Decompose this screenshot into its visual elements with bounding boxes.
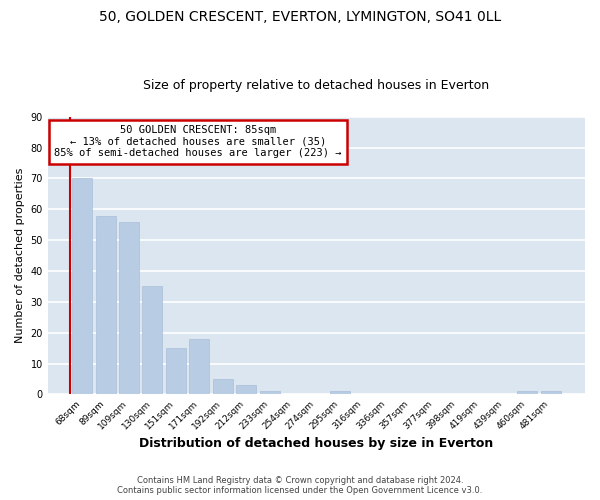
Bar	[166, 348, 186, 395]
Bar	[72, 178, 92, 394]
Text: Contains HM Land Registry data © Crown copyright and database right 2024.
Contai: Contains HM Land Registry data © Crown c…	[118, 476, 482, 495]
Bar	[330, 392, 350, 394]
Bar	[213, 379, 233, 394]
Bar	[142, 286, 163, 395]
Y-axis label: Number of detached properties: Number of detached properties	[15, 168, 25, 344]
Title: Size of property relative to detached houses in Everton: Size of property relative to detached ho…	[143, 79, 490, 92]
X-axis label: Distribution of detached houses by size in Everton: Distribution of detached houses by size …	[139, 437, 494, 450]
Text: 50, GOLDEN CRESCENT, EVERTON, LYMINGTON, SO41 0LL: 50, GOLDEN CRESCENT, EVERTON, LYMINGTON,…	[99, 10, 501, 24]
Bar	[119, 222, 139, 394]
Bar	[236, 385, 256, 394]
Bar	[95, 216, 116, 394]
Text: 50 GOLDEN CRESCENT: 85sqm
← 13% of detached houses are smaller (35)
85% of semi-: 50 GOLDEN CRESCENT: 85sqm ← 13% of detac…	[55, 125, 342, 158]
Bar	[517, 392, 537, 394]
Bar	[541, 392, 560, 394]
Bar	[260, 392, 280, 394]
Bar	[190, 339, 209, 394]
